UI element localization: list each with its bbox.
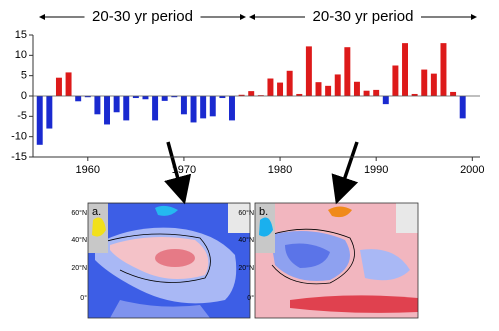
bar — [132, 96, 139, 99]
lat-label: 0° — [247, 294, 254, 302]
arrow — [331, 141, 359, 205]
bar — [382, 96, 389, 105]
lat-label: 20°N — [71, 264, 87, 272]
bar — [402, 43, 408, 96]
lat-label: 20°N — [238, 264, 254, 272]
bar — [459, 96, 466, 119]
bar — [219, 96, 226, 99]
annotation: 20-30 yr period — [92, 8, 193, 25]
panel-label: a. — [92, 206, 101, 218]
bar — [94, 96, 101, 115]
bar — [190, 96, 197, 123]
bar — [315, 82, 322, 96]
y-tick-label: -5 — [17, 110, 27, 122]
bar — [113, 96, 120, 113]
bar — [65, 72, 72, 96]
bar — [421, 69, 428, 96]
bar — [392, 65, 399, 96]
bar — [248, 91, 255, 96]
lat-label: 60°N — [238, 209, 254, 217]
y-tick-label: -15 — [11, 151, 27, 163]
bar — [267, 78, 274, 96]
annotation: 20-30 yr period — [313, 8, 414, 25]
bar — [123, 96, 130, 121]
bar — [46, 96, 53, 129]
bar — [373, 89, 380, 96]
x-tick-label: 1990 — [364, 164, 388, 176]
bar — [238, 94, 245, 96]
bar — [430, 73, 437, 96]
bar — [161, 96, 168, 101]
bar — [277, 82, 284, 96]
bar — [171, 96, 178, 98]
bar — [209, 96, 216, 117]
x-tick-label: 1980 — [268, 164, 292, 176]
bar — [180, 96, 187, 115]
bar — [411, 93, 418, 96]
bar — [305, 46, 312, 96]
bar — [440, 43, 447, 96]
y-tick-label: 5 — [21, 70, 27, 82]
bar — [229, 96, 235, 121]
lat-label: 0° — [80, 294, 87, 302]
bar — [363, 90, 370, 96]
bar — [353, 81, 360, 96]
bar — [152, 96, 159, 121]
x-tick-label: 1970 — [172, 164, 196, 176]
y-tick-label: 0 — [21, 90, 27, 102]
bar — [142, 96, 149, 100]
bar — [257, 95, 264, 96]
y-tick-label: -10 — [11, 131, 27, 143]
bar — [286, 70, 293, 96]
panel-label: b. — [259, 206, 268, 218]
bar — [55, 77, 62, 96]
bar — [104, 96, 110, 125]
map-b — [255, 203, 418, 318]
bar — [200, 96, 207, 119]
bar — [334, 74, 341, 96]
bar — [75, 96, 82, 102]
bar — [344, 47, 351, 96]
x-tick-label: 1960 — [76, 164, 100, 176]
y-tick-label: 15 — [15, 29, 27, 41]
lat-label: 40°N — [71, 236, 87, 244]
lat-label: 60°N — [71, 209, 87, 217]
lat-label: 40°N — [238, 236, 254, 244]
bar — [296, 93, 303, 96]
x-tick-label: 2000 — [460, 164, 484, 176]
arrow — [164, 141, 192, 205]
bar — [325, 85, 332, 96]
y-tick-label: 10 — [15, 49, 27, 61]
bar — [84, 96, 91, 98]
bar — [450, 91, 457, 96]
map-a — [88, 203, 250, 318]
bar — [36, 96, 43, 145]
